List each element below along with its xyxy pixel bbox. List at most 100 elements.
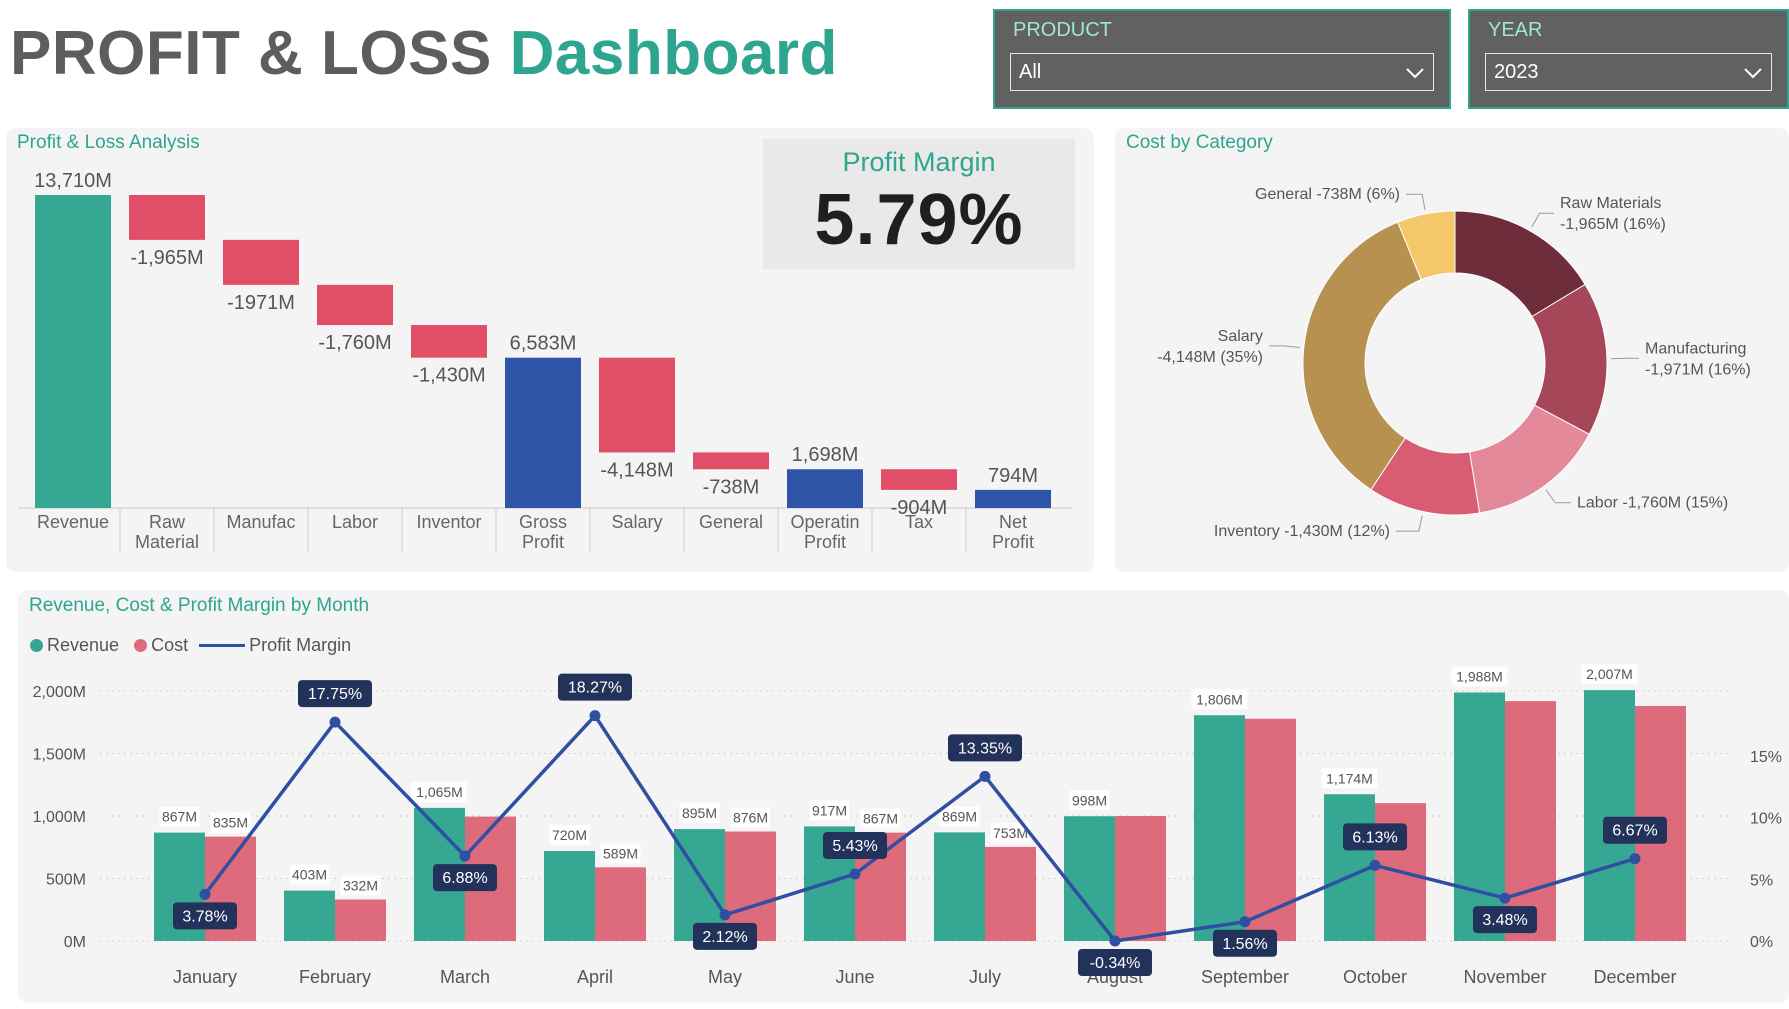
waterfall-category-label-5: Profit bbox=[522, 532, 564, 552]
month-label-4: May bbox=[708, 967, 742, 987]
chevron-down-icon bbox=[1406, 68, 1424, 79]
monthly-y-tick-0: 0M bbox=[64, 934, 86, 951]
month-label-1: February bbox=[299, 967, 371, 987]
cost-category-title: Cost by Category bbox=[1126, 132, 1273, 153]
cost-bar-3 bbox=[595, 867, 646, 941]
waterfall-bar-7 bbox=[693, 452, 769, 470]
product-slicer: PRODUCT All bbox=[993, 9, 1451, 109]
donut-chart: Raw Materials -1,965M (16%) Manufacturing -… bbox=[1157, 186, 1751, 540]
waterfall-bar-6 bbox=[599, 357, 675, 453]
month-label-5: June bbox=[835, 967, 874, 987]
profit-margin-label-3: 18.27% bbox=[568, 680, 622, 697]
profit-margin-label-11: 6.67% bbox=[1612, 823, 1657, 840]
cost-bar-1 bbox=[335, 899, 386, 941]
revenue-label-5: 917M bbox=[812, 802, 847, 818]
donut-slice-salary bbox=[1302, 221, 1422, 491]
waterfall-value-label-8: 1,698M bbox=[792, 444, 859, 466]
legend-revenue: Revenue bbox=[47, 634, 120, 655]
revenue-bar-3 bbox=[544, 851, 595, 941]
pl-analysis-title: Profit & Loss Analysis bbox=[17, 132, 200, 153]
waterfall-value-label-4: -1,430M bbox=[412, 365, 485, 387]
year-slicer: YEAR 2023 bbox=[1468, 9, 1789, 109]
waterfall-category-label-10: Net bbox=[999, 512, 1027, 532]
profit-margin-label-1: 17.75% bbox=[308, 686, 362, 703]
cost-bar-8 bbox=[1245, 718, 1296, 941]
cost-label-bg-1 bbox=[340, 875, 381, 896]
revenue-label-bg-2 bbox=[411, 781, 468, 802]
product-dropdown[interactable]: All bbox=[1010, 53, 1434, 91]
profit-margin-label-bg-1 bbox=[298, 680, 372, 708]
waterfall-category-label-1: Material bbox=[135, 532, 199, 552]
profit-margin-label-2: 6.88% bbox=[442, 870, 487, 887]
waterfall-category-label-6: Salary bbox=[611, 512, 662, 532]
profit-margin-label-8: 1.56% bbox=[1222, 936, 1267, 953]
donut-leader-0 bbox=[1531, 212, 1554, 228]
revenue-bar-8 bbox=[1194, 715, 1245, 941]
kpi-title: Profit Margin bbox=[842, 147, 996, 177]
revenue-label-0: 867M bbox=[162, 809, 197, 825]
donut-label-name-1: Manufacturing bbox=[1645, 340, 1746, 357]
revenue-label-bg-3 bbox=[549, 825, 590, 845]
monthly-y-tick-1: 500M bbox=[46, 872, 86, 889]
profit-margin-point-3 bbox=[589, 710, 601, 722]
cost-label-bg-4 bbox=[730, 807, 771, 828]
cost-bar-7 bbox=[1115, 816, 1166, 941]
revenue-label-bg-10 bbox=[1451, 666, 1508, 687]
waterfall-value-label-3: -1,760M bbox=[318, 332, 391, 354]
profit-margin-point-10 bbox=[1499, 892, 1511, 904]
donut-label-name-0: Raw Materials bbox=[1560, 195, 1661, 212]
waterfall-bar-2 bbox=[223, 239, 299, 285]
profit-margin-label-6: 13.35% bbox=[958, 740, 1012, 757]
month-label-6: July bbox=[969, 967, 1001, 987]
profit-margin-label-bg-6 bbox=[948, 734, 1022, 762]
waterfall-bar-10 bbox=[975, 489, 1051, 508]
revenue-label-bg-6 bbox=[939, 806, 980, 827]
revenue-label-4: 895M bbox=[682, 805, 717, 821]
profit-margin-line bbox=[203, 713, 1636, 943]
title-part1: PROFIT & LOSS bbox=[10, 19, 492, 88]
donut-slice-general bbox=[1397, 210, 1456, 281]
revenue-label-bg-0 bbox=[159, 806, 200, 827]
month-label-10: November bbox=[1463, 967, 1546, 987]
kpi-value: 5.79% bbox=[814, 180, 1024, 260]
waterfall-value-label-7: -738M bbox=[703, 476, 760, 498]
profit-margin-label-bg-2 bbox=[433, 864, 497, 892]
profit-margin-kpi: Profit Margin 5.79% bbox=[763, 139, 1075, 269]
month-label-3: April bbox=[577, 967, 613, 987]
monthly-y-tick-4: 2,000M bbox=[33, 684, 86, 701]
monthly-y2-tick-3: 15% bbox=[1750, 749, 1782, 766]
donut-label-value-4: -4,148M (35%) bbox=[1157, 349, 1263, 366]
revenue-label-3: 720M bbox=[552, 827, 587, 843]
waterfall-value-label-1: -1,965M bbox=[130, 247, 203, 269]
waterfall-category-label-1: Raw bbox=[149, 512, 186, 532]
month-label-11: December bbox=[1593, 967, 1676, 987]
profit-margin-point-2 bbox=[459, 850, 471, 862]
waterfall-value-label-9: -904M bbox=[891, 497, 948, 519]
revenue-label-bg-11 bbox=[1581, 664, 1638, 685]
cost-label-4: 876M bbox=[733, 810, 768, 826]
revenue-bar-1 bbox=[284, 890, 335, 941]
product-dropdown-value: All bbox=[1019, 61, 1042, 83]
revenue-bar-7 bbox=[1064, 816, 1115, 941]
donut-label-2: Labor -1,760M (15%) bbox=[1577, 495, 1728, 512]
waterfall-category-label-2: Manufac bbox=[226, 512, 295, 532]
year-dropdown[interactable]: 2023 bbox=[1485, 53, 1772, 91]
revenue-label-bg-9 bbox=[1321, 768, 1378, 789]
monthly-y-tick-3: 1,500M bbox=[33, 747, 86, 764]
donut-label-3: Inventory -1,430M (12%) bbox=[1214, 523, 1390, 540]
profit-margin-label-9: 6.13% bbox=[1352, 829, 1397, 846]
profit-margin-point-5 bbox=[849, 868, 861, 880]
donut-leader-2 bbox=[1545, 489, 1571, 504]
legend-cost: Cost bbox=[151, 634, 189, 655]
revenue-label-11: 2,007M bbox=[1586, 666, 1633, 682]
donut-leader-3 bbox=[1396, 515, 1423, 532]
profit-margin-label-bg-8 bbox=[1213, 929, 1277, 957]
month-label-2: March bbox=[440, 967, 490, 987]
revenue-label-1: 403M bbox=[292, 867, 327, 883]
monthly-title: Revenue, Cost & Profit Margin by Month bbox=[29, 595, 370, 616]
revenue-label-bg-8 bbox=[1191, 689, 1248, 710]
year-slicer-label: YEAR bbox=[1488, 19, 1543, 41]
donut-leader-4 bbox=[1269, 345, 1300, 348]
profit-margin-label-bg-3 bbox=[558, 673, 632, 701]
